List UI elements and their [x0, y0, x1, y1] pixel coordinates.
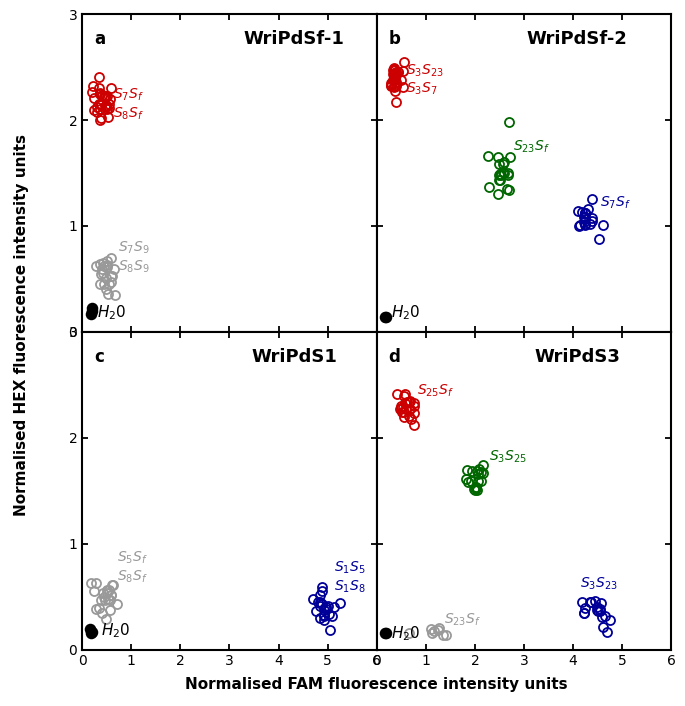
Text: $H_20$: $H_20$ [392, 624, 421, 643]
Text: $S_7S_f$
$S_8S_f$: $S_7S_f$ $S_8S_f$ [112, 87, 143, 121]
Text: b: b [388, 30, 401, 48]
Text: $H_20$: $H_20$ [97, 304, 126, 322]
Text: $S_{25}S_f$: $S_{25}S_f$ [417, 383, 454, 400]
Text: WriPdSf-2: WriPdSf-2 [527, 30, 627, 48]
Text: $S_1S_5$
$S_1S_8$: $S_1S_5$ $S_1S_8$ [334, 560, 365, 595]
Text: WriPdS1: WriPdS1 [251, 347, 337, 366]
Text: a: a [94, 30, 105, 48]
Text: $H_20$: $H_20$ [101, 621, 130, 640]
Text: $S_7S_f$: $S_7S_f$ [600, 194, 631, 211]
Text: WriPdSf-1: WriPdSf-1 [244, 30, 345, 48]
Text: d: d [388, 347, 401, 366]
Text: $S_{23}S_f$: $S_{23}S_f$ [445, 611, 482, 628]
Text: $S_7S_9$
$S_8S_9$: $S_7S_9$ $S_8S_9$ [118, 240, 149, 275]
Text: $S_3S_{23}$
$S_3S_7$: $S_3S_{23}$ $S_3S_7$ [406, 62, 444, 97]
Text: $H_20$: $H_20$ [392, 304, 421, 322]
Text: WriPdS3: WriPdS3 [534, 347, 620, 366]
Text: c: c [94, 347, 104, 366]
Text: $S_3S_{25}$: $S_3S_{25}$ [488, 448, 527, 465]
Text: Normalised FAM fluorescence intensity units: Normalised FAM fluorescence intensity un… [186, 677, 568, 692]
Text: $S_{23}S_f$: $S_{23}S_f$ [513, 138, 550, 155]
Text: $S_5S_f$
$S_8S_f$: $S_5S_f$ $S_8S_f$ [116, 549, 147, 585]
Text: $S_3S_{23}$: $S_3S_{23}$ [580, 575, 619, 592]
Text: Normalised HEX fluorescence intensity units: Normalised HEX fluorescence intensity un… [14, 133, 29, 516]
